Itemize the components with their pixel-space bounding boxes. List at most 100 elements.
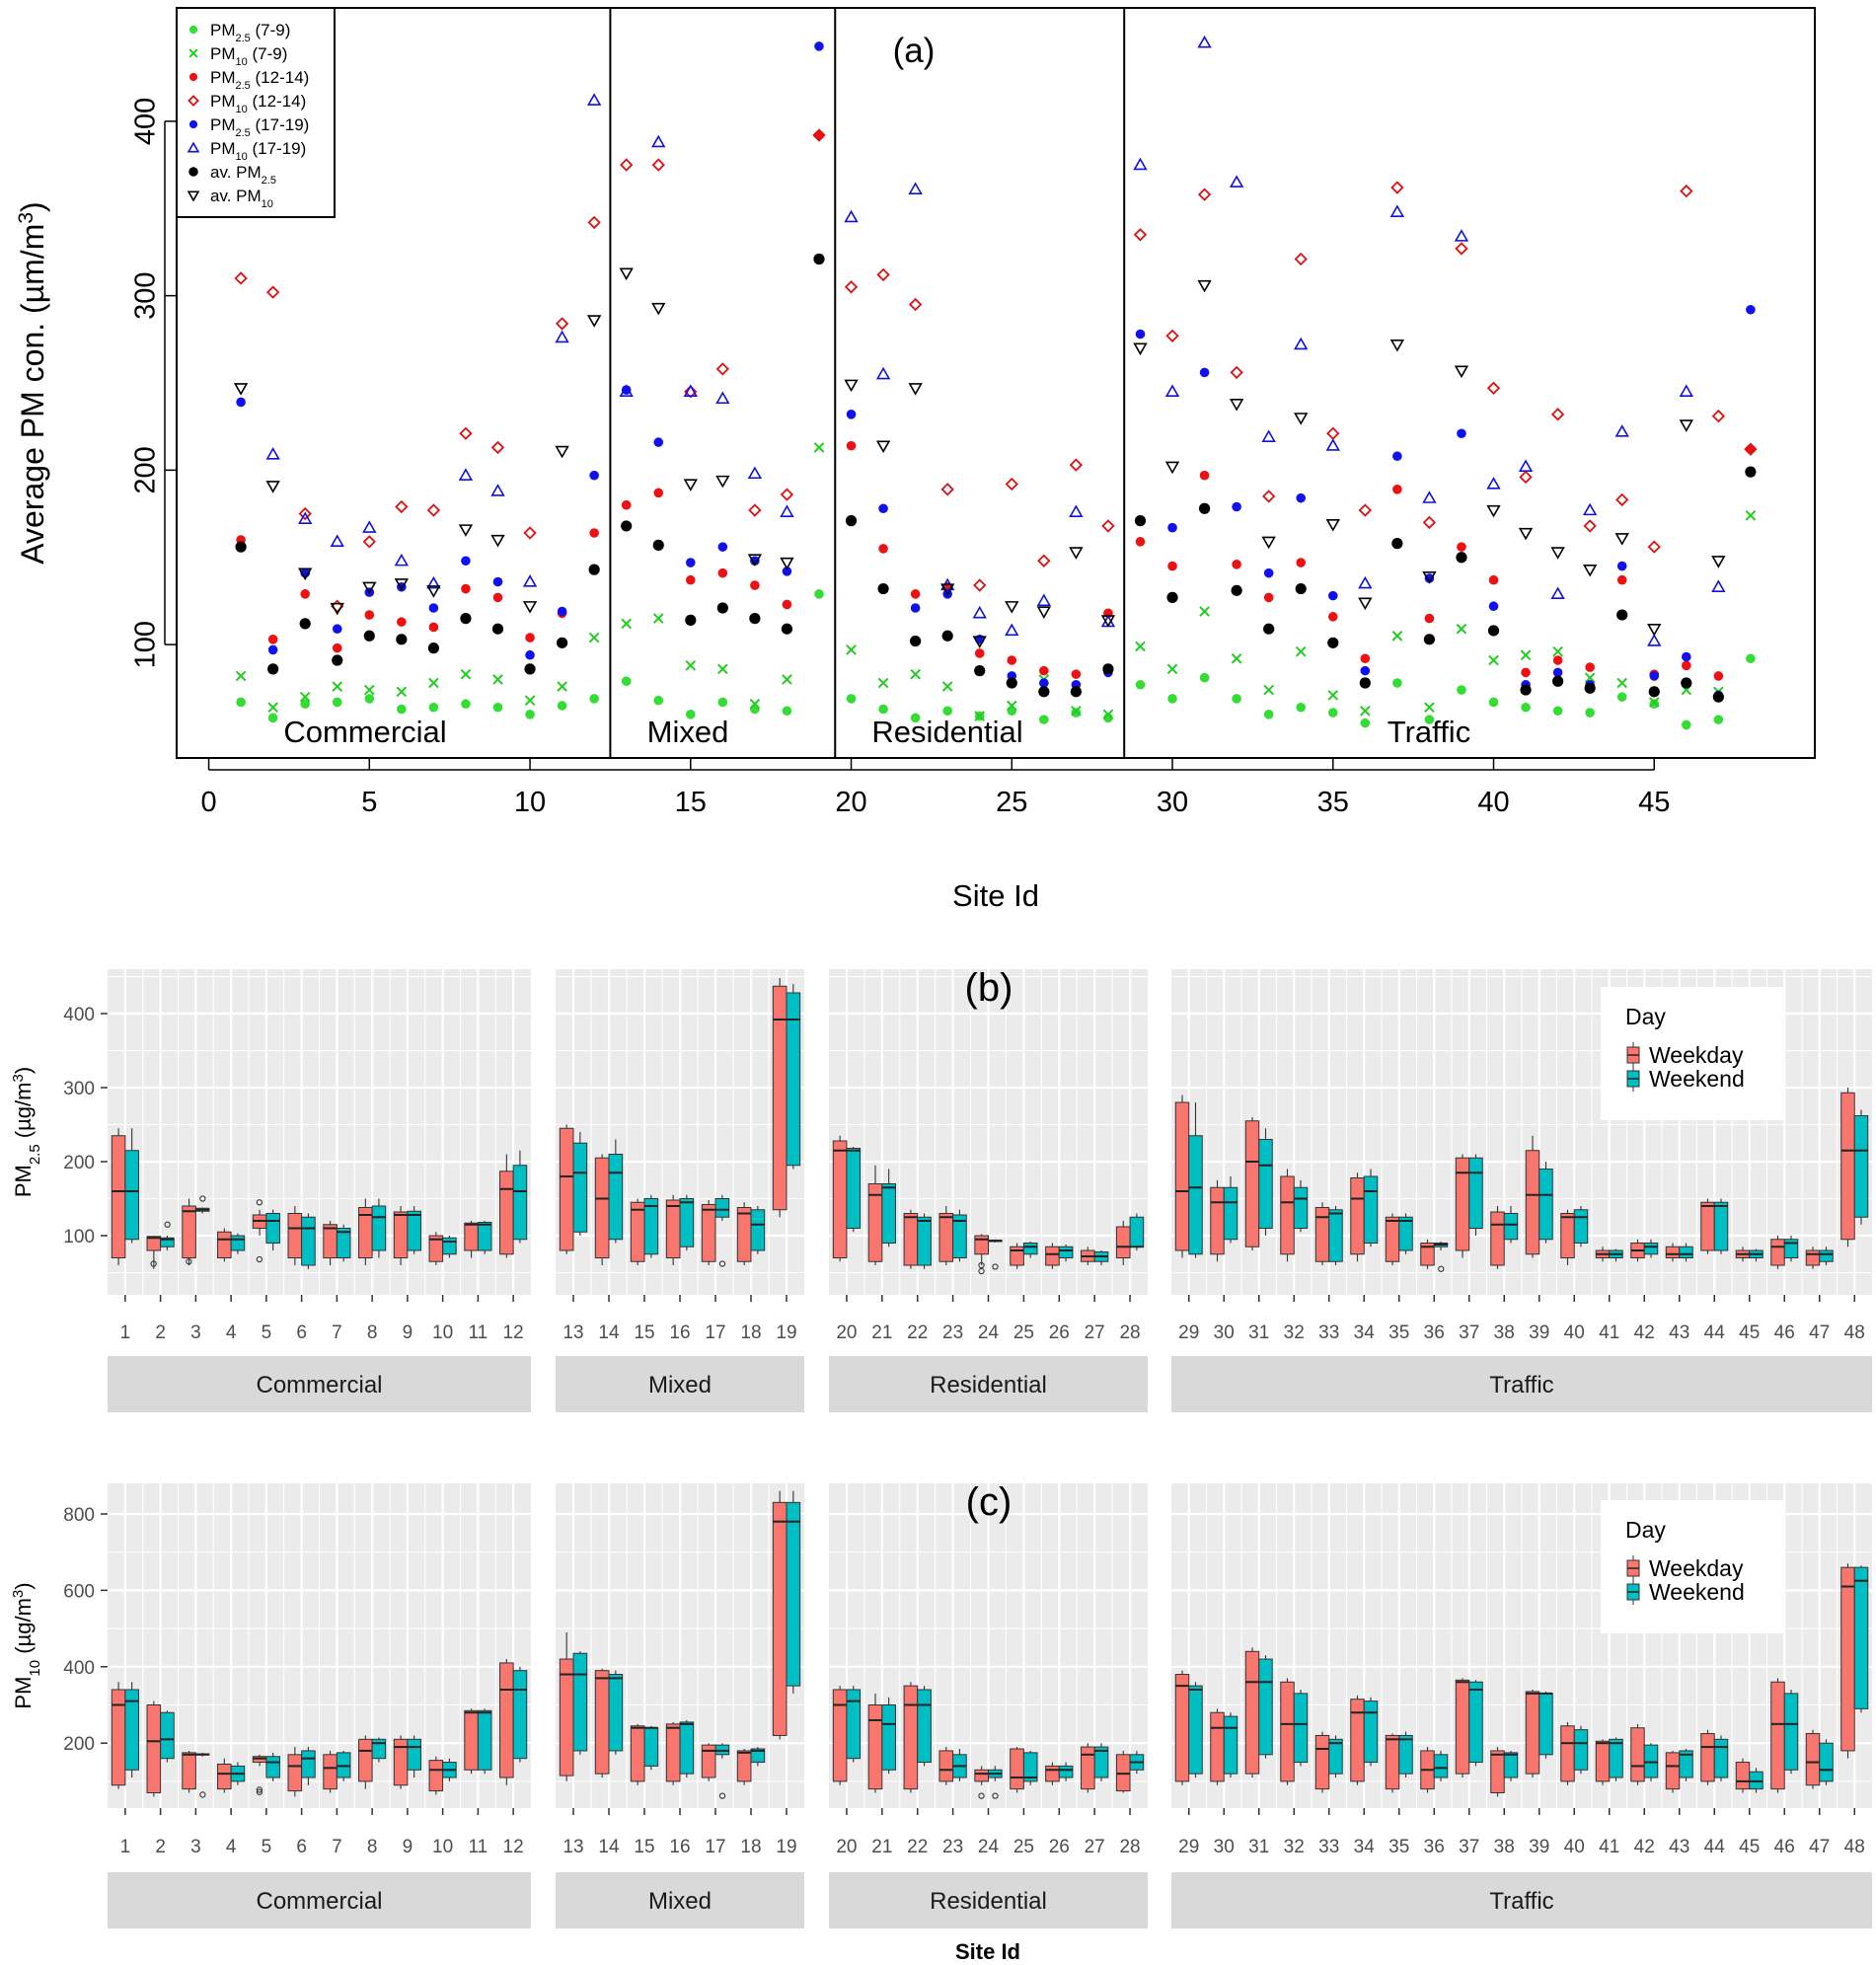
facet: 13 14 15 16 17 18 19 Mixed xyxy=(556,1483,804,1928)
x-tick-label: 7 xyxy=(332,1323,342,1343)
x-tick-label: 20 xyxy=(836,1837,857,1857)
data-point xyxy=(910,635,922,647)
data-point xyxy=(1005,601,1019,614)
box xyxy=(750,1748,766,1764)
data-point xyxy=(525,710,535,719)
data-point xyxy=(1261,429,1276,442)
box xyxy=(1525,1150,1540,1255)
data-point xyxy=(1327,612,1338,622)
data-point xyxy=(428,702,439,713)
data-point xyxy=(782,599,792,610)
box xyxy=(217,1231,232,1258)
y-axis-title-post: (µg/m xyxy=(11,1083,36,1145)
x-tick-label: 8 xyxy=(367,1837,378,1857)
data-point xyxy=(461,699,471,710)
y-tick-label: 100 xyxy=(130,621,162,668)
data-point xyxy=(1422,571,1437,584)
box xyxy=(1665,1752,1681,1790)
box xyxy=(559,1127,574,1251)
data-point xyxy=(1133,228,1148,242)
data-point xyxy=(1006,677,1017,689)
box xyxy=(1735,1762,1751,1790)
data-point xyxy=(461,583,471,594)
data-point xyxy=(748,503,762,517)
box xyxy=(1679,1246,1693,1258)
data-point xyxy=(685,574,696,585)
data-point xyxy=(556,637,568,648)
box xyxy=(1093,1746,1109,1778)
x-tick-label: 29 xyxy=(1178,1323,1199,1343)
legend-label-post: (12-14) xyxy=(251,68,310,87)
data-point xyxy=(1682,719,1691,730)
x-tick-label: 38 xyxy=(1494,1323,1515,1343)
data-point xyxy=(1167,561,1177,571)
box xyxy=(846,1689,862,1760)
box xyxy=(1503,1752,1519,1778)
y-axis-title-post: (µg/m xyxy=(11,1598,36,1660)
box xyxy=(903,1213,919,1266)
legend-marker xyxy=(188,119,198,129)
data-point xyxy=(236,697,246,708)
data-point xyxy=(1263,684,1274,696)
box xyxy=(867,1703,883,1790)
data-point xyxy=(683,479,698,491)
data-point xyxy=(1616,609,1628,621)
legend-label-post: (17-19) xyxy=(248,139,307,158)
facet-strip-label: Commercial xyxy=(256,1888,382,1915)
data-point xyxy=(364,694,375,704)
box xyxy=(1853,1566,1869,1709)
box xyxy=(512,1165,528,1241)
data-point xyxy=(524,695,536,706)
box xyxy=(1433,1754,1449,1778)
data-point xyxy=(1327,637,1339,648)
x-tick-label: 32 xyxy=(1284,1837,1305,1857)
data-point xyxy=(1582,502,1598,516)
box xyxy=(938,1213,954,1262)
box xyxy=(1560,1725,1575,1782)
data-point xyxy=(298,506,312,521)
box xyxy=(1643,1243,1659,1255)
y-axis-title-pre: PM xyxy=(11,1677,36,1709)
data-point xyxy=(458,524,474,537)
data-point xyxy=(586,93,602,106)
legend-label-sub: 10 xyxy=(236,151,248,163)
data-point xyxy=(973,578,987,592)
data-point xyxy=(1197,188,1212,201)
box xyxy=(643,1198,659,1255)
box xyxy=(1630,1727,1645,1782)
data-point xyxy=(780,504,794,517)
legend-label-pre: PM xyxy=(210,115,236,134)
data-point xyxy=(750,704,760,715)
data-point xyxy=(1102,709,1114,720)
data-point xyxy=(621,385,632,395)
box xyxy=(559,1658,574,1776)
box xyxy=(572,1652,588,1752)
x-tick-label: 36 xyxy=(1424,1323,1445,1343)
data-point xyxy=(396,686,408,698)
data-point xyxy=(525,633,535,642)
legend-label: av. PM2.5 xyxy=(210,163,276,187)
data-point xyxy=(267,702,278,714)
box xyxy=(1293,1186,1309,1229)
data-point xyxy=(1711,556,1726,568)
data-point xyxy=(717,663,728,675)
box xyxy=(1363,1700,1379,1764)
x-tick-label: 5 xyxy=(262,1323,272,1343)
data-point xyxy=(300,699,310,710)
facet-strip-label: Residential xyxy=(930,1372,1047,1398)
legend-label-pre: PM xyxy=(210,44,236,63)
data-point xyxy=(910,603,921,613)
data-point xyxy=(1616,677,1628,689)
data-point xyxy=(1166,591,1178,603)
y-axis-title-sub: 2.5 xyxy=(27,1144,43,1165)
data-point xyxy=(589,470,599,481)
box xyxy=(1223,1186,1238,1241)
data-point xyxy=(1713,671,1724,681)
box xyxy=(1853,1115,1869,1218)
box xyxy=(1770,1239,1785,1266)
data-point xyxy=(426,575,441,589)
x-tick-label: 7 xyxy=(332,1837,342,1857)
data-point xyxy=(717,697,728,708)
data-point xyxy=(878,704,888,715)
x-tick-label: 8 xyxy=(367,1323,378,1343)
